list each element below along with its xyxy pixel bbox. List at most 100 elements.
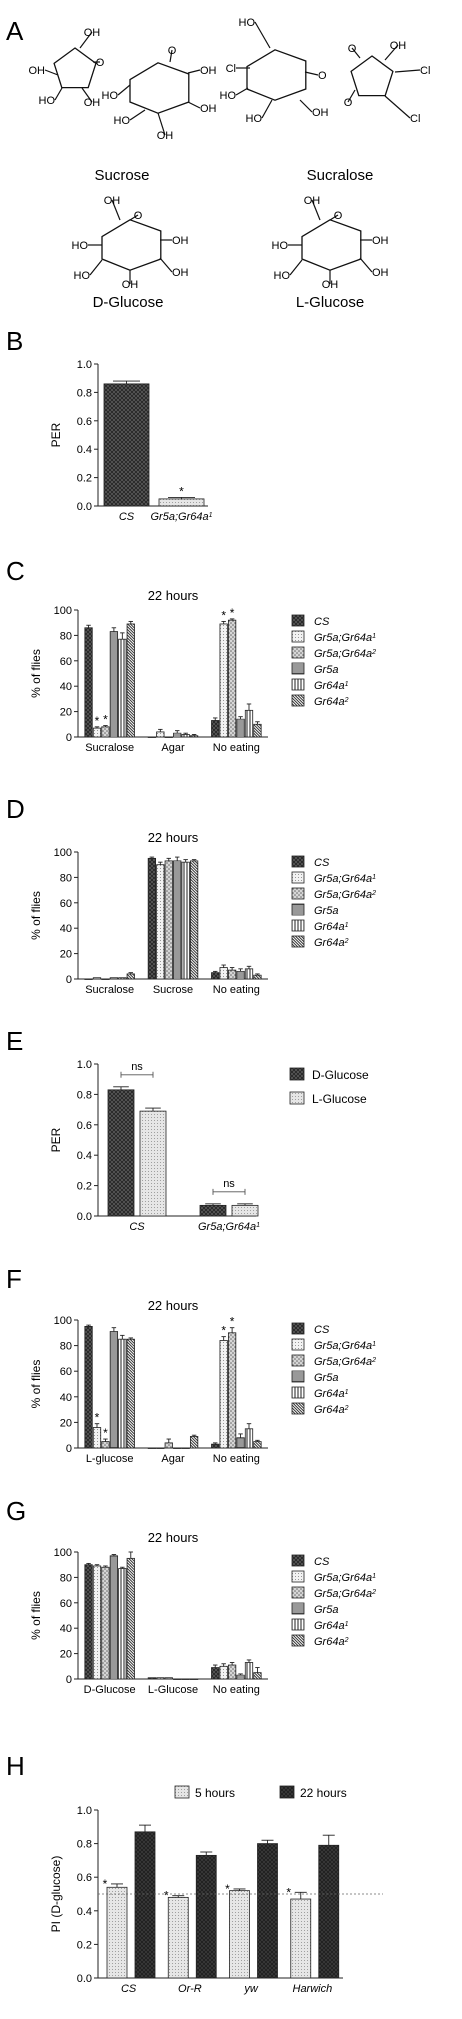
chart-b-bar bbox=[158, 498, 205, 507]
chart-c-bar bbox=[118, 638, 127, 738]
sucralose-label-cl1: Cl bbox=[226, 63, 236, 75]
chart-c-x-tick-label: No eating bbox=[213, 742, 260, 754]
sucralose-label-ho3-bond bbox=[261, 99, 273, 119]
chart-d-y-tick-label: 100 bbox=[54, 847, 72, 859]
chart-d-legend-swatch bbox=[291, 871, 305, 884]
chart-d-x-tick-label: Sucrose bbox=[153, 984, 193, 996]
chart-e-bar bbox=[107, 1089, 135, 1217]
sucralose-label-oh1: OH bbox=[312, 107, 329, 119]
chart-d-legend-label: Gr5a;Gr64a1 bbox=[314, 873, 376, 885]
l-glucose-label-oh3: OH bbox=[372, 267, 389, 279]
chart-f-bar bbox=[84, 1326, 93, 1449]
chart-e-y-tick-label: 0.6 bbox=[77, 1120, 92, 1132]
chart-d-bar bbox=[84, 978, 93, 980]
chart-d-x-tick-label: Sucralose bbox=[85, 984, 134, 996]
chart-f-bar bbox=[173, 1447, 182, 1449]
sucralose-label-o1-bond bbox=[304, 71, 319, 76]
chart-c-bar bbox=[156, 731, 165, 738]
chart-h-legend-label: 22 hours bbox=[300, 1786, 347, 1800]
l-glucose-label-oh1: OH bbox=[304, 195, 321, 207]
chart-c-bar bbox=[92, 727, 102, 738]
sucralose-label-oh2: OH bbox=[390, 40, 407, 52]
chart-g: 0 20 40 60 80 100 % of flies 22 hours D-Glucose L… bbox=[29, 1530, 376, 1696]
chart-f-bar bbox=[118, 1338, 127, 1449]
chart-f-bar bbox=[219, 1340, 228, 1449]
chart-f-bar bbox=[164, 1442, 173, 1449]
chart-g-legend-swatch bbox=[291, 1634, 305, 1647]
chart-h-legend-swatch bbox=[279, 1785, 295, 1799]
chart-d-legend-label: Gr64a2 bbox=[314, 937, 349, 949]
chart-c-y-axis-label: % of flies bbox=[29, 649, 43, 698]
chart-d-y-axis-label: % of flies bbox=[29, 891, 43, 940]
chart-c-x-tick-label: Sucralose bbox=[85, 742, 134, 754]
sucralose-pyranose-ring bbox=[246, 49, 307, 101]
chart-g-bar bbox=[181, 1678, 190, 1680]
chart-c-legend-label: Gr5a;Gr64a1 bbox=[314, 632, 376, 644]
chart-e-y-axis-label: PER bbox=[49, 1127, 63, 1152]
panel-letter-e: E bbox=[6, 1026, 23, 1056]
molecule-name-sucrose: Sucrose bbox=[94, 167, 149, 184]
chart-b-x-tick-label: Gr5a;Gr64a1 bbox=[151, 511, 213, 523]
sucralose-label-cl3: Cl bbox=[410, 113, 420, 125]
chart-h-bar bbox=[257, 1843, 278, 1979]
sucrose-furanose-ring bbox=[53, 47, 97, 89]
chart-e-ns-label: ns bbox=[131, 1061, 143, 1073]
chart-d-legend-label: Gr64a1 bbox=[314, 921, 349, 933]
chart-d-bar bbox=[156, 864, 165, 980]
sucrose-label-oh4: OH bbox=[200, 65, 217, 77]
chart-e-y-tick-label: 0.2 bbox=[77, 1181, 92, 1193]
chart-h-bar bbox=[290, 1898, 312, 1979]
molecule-name-l-glucose: L-Glucose bbox=[296, 294, 364, 311]
l-glucose-ring bbox=[301, 219, 362, 271]
chart-d-legend-label: CS bbox=[314, 857, 330, 869]
chart-e-x-tick-label: Gr5a;Gr64a1 bbox=[198, 1221, 260, 1233]
chart-g-x-tick-label: D-Glucose bbox=[84, 1684, 136, 1696]
chart-g-legend-label: Gr5a bbox=[314, 1604, 338, 1616]
chart-g-y-axis-label: % of flies bbox=[29, 1591, 43, 1640]
chart-f-legend-label: Gr64a2 bbox=[314, 1404, 349, 1416]
chart-c-title: 22 hours bbox=[148, 588, 199, 603]
chart-d-bar bbox=[126, 973, 135, 980]
chart-c-bar bbox=[84, 627, 93, 738]
chart-f-legend-swatch bbox=[291, 1338, 305, 1351]
chart-g-bar bbox=[236, 1674, 245, 1680]
sucrose-label-ho1-bond bbox=[54, 87, 63, 101]
d-glucose-ring bbox=[101, 219, 162, 271]
chart-g-y-tick-label: 60 bbox=[60, 1598, 72, 1610]
chart-b-y-tick-label: 0.4 bbox=[77, 444, 92, 456]
chart-f-bar bbox=[156, 1447, 165, 1449]
sucrose-label-oh1: OH bbox=[84, 27, 101, 39]
sucrose-label-oh5-bond bbox=[187, 101, 201, 109]
chart-d-y-tick-label: 80 bbox=[60, 872, 72, 884]
chart-f-bar bbox=[236, 1437, 245, 1449]
chart-d-title: 22 hours bbox=[148, 830, 199, 845]
chart-h-y-tick-label: 1.0 bbox=[77, 1805, 92, 1817]
chart-h-bar bbox=[106, 1886, 128, 1979]
chart-h-y-tick-label: 0.2 bbox=[77, 1939, 92, 1951]
chart-d-bar bbox=[109, 977, 119, 980]
sucrose-label-oh3: OH bbox=[84, 97, 101, 109]
sucrose-label-ho3: HO bbox=[114, 115, 131, 127]
chart-b-y-tick-label: 0.8 bbox=[77, 387, 92, 399]
chart-f-bar bbox=[189, 1436, 199, 1449]
chart-e-y-tick-label: 0.8 bbox=[77, 1089, 92, 1101]
chart-g-bar bbox=[101, 1566, 110, 1680]
chart-d-x-tick-label: No eating bbox=[213, 984, 260, 996]
chart-d-bar bbox=[118, 977, 127, 980]
chart-g-legend-swatch bbox=[291, 1602, 305, 1615]
sucralose-label-o2: O bbox=[344, 97, 353, 109]
d-glucose-label-ho1: HO bbox=[72, 240, 89, 252]
chart-f-bar bbox=[126, 1338, 135, 1449]
chart-g-legend-label: CS bbox=[314, 1556, 330, 1568]
chart-h-bar bbox=[195, 1854, 217, 1979]
chart-g-bar bbox=[189, 1678, 199, 1680]
chart-c-y-tick-label: 60 bbox=[60, 656, 72, 668]
sucralose-label-o3-bond bbox=[351, 47, 361, 59]
d-glucose-label-o: O bbox=[134, 210, 143, 222]
l-glucose-label-ho1: HO bbox=[272, 240, 289, 252]
chart-f-bar bbox=[92, 1427, 102, 1449]
chart-b-y-tick-label: 0.2 bbox=[77, 473, 92, 485]
chart-b-y-tick-label: 0.0 bbox=[77, 501, 92, 513]
